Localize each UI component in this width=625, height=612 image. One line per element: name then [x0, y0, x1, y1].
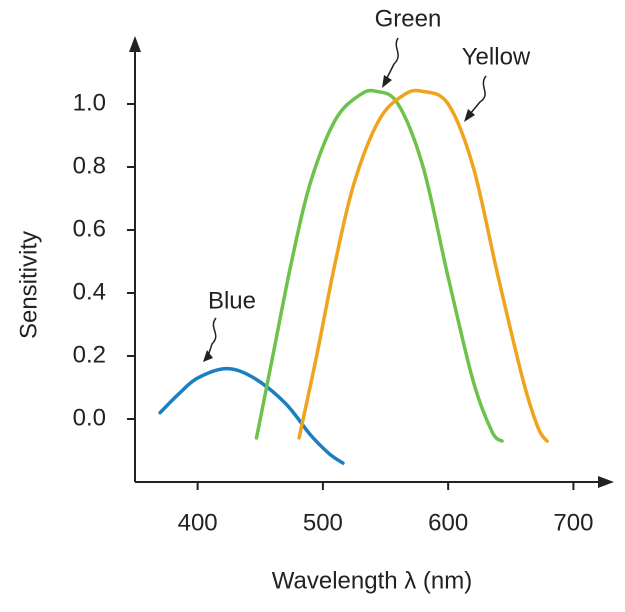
x-tick-label: 700: [553, 509, 593, 536]
series-label: Green: [375, 5, 442, 32]
label-pointer: [469, 75, 487, 115]
label-pointer-head: [382, 75, 392, 88]
series-line: [254, 88, 504, 443]
x-tick-label: 500: [303, 509, 343, 536]
series-label: Yellow: [462, 43, 531, 70]
y-tick-label: 0.4: [73, 278, 106, 305]
label-pointer: [207, 317, 217, 357]
label-pointer-head: [464, 109, 475, 122]
x-tick-label: 600: [428, 509, 468, 536]
label-pointer-head: [203, 350, 213, 362]
y-tick-label: 1.0: [73, 89, 106, 116]
y-tick-label: 0.6: [73, 215, 106, 242]
x-tick-label: 400: [178, 509, 218, 536]
y-axis-label: Sensitivity: [15, 231, 42, 339]
y-axis-arrow: [129, 36, 141, 52]
x-axis-arrow: [598, 476, 614, 488]
y-tick-label: 0.8: [73, 152, 106, 179]
y-tick-label: 0.0: [73, 404, 106, 431]
x-axis-label: Wavelength λ (nm): [272, 567, 473, 594]
label-pointer: [385, 37, 399, 81]
series-line: [297, 88, 549, 443]
y-tick-label: 0.2: [73, 341, 106, 368]
series-line: [158, 366, 345, 465]
series-label: Blue: [208, 287, 256, 314]
